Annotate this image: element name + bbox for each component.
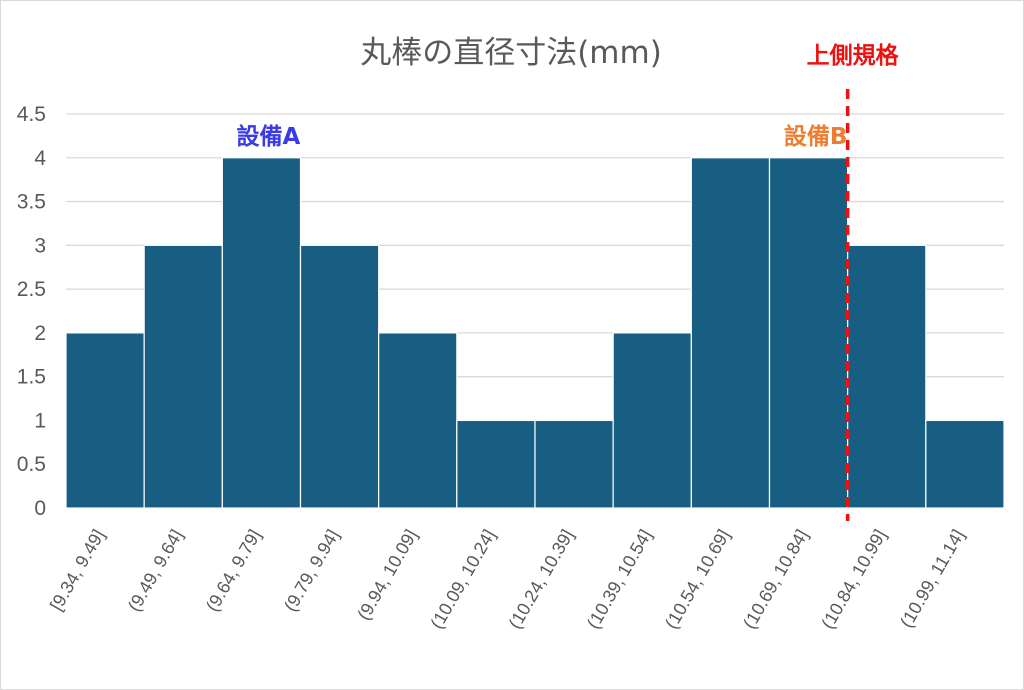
bar [768,157,849,509]
bar [456,419,536,509]
upper-spec-limit: 上側規格 [807,42,900,521]
annotation-machine-b: 設備B [784,123,848,150]
y-tick-label: 0 [34,497,46,520]
y-tick-label: 3 [34,234,46,257]
x-tick-label: (10.24, 10.39] [505,526,578,632]
x-tick-label: (9.64, 9.79] [202,526,265,615]
x-tick-label: (9.49, 9.64] [124,526,187,615]
x-tick-label: (10.39, 10.54] [583,526,656,632]
y-tick-label: 0.5 [17,453,46,476]
annotation-machine-a: 設備A [237,123,301,150]
bars [65,157,1005,509]
x-axis-ticks: [9.34, 9.49] (9.49, 9.64] (9.64, 9.79] (9.7… [46,526,968,632]
y-tick-label: 4.5 [17,103,46,126]
y-axis-ticks: 0 0.5 1 1.5 2 2.5 3 3.5 4 4.5 [17,103,47,520]
y-tick-label: 4 [34,147,46,170]
bar [378,332,458,509]
spec-limit-label: 上側規格 [807,42,900,69]
x-tick-label: [9.34, 9.49] [46,526,108,614]
bar [299,244,380,509]
y-tick-label: 2 [34,322,46,345]
bar [221,157,302,509]
bar [612,332,692,509]
y-tick-label: 2.5 [17,278,46,301]
x-tick-label: (10.84, 10.99] [817,526,890,632]
x-tick-label: (10.09, 10.24] [427,526,500,632]
chart-title: 丸棒の直径寸法(mm) [360,35,662,71]
annotations: 設備A 設備B [237,123,848,150]
bar [847,244,927,509]
x-tick-label: (10.99, 11.14] [896,526,968,631]
x-tick-label: (10.54, 10.69] [661,526,734,632]
bar [925,419,1005,509]
bar [534,419,614,509]
x-tick-label: (9.94, 10.09] [353,526,421,624]
y-tick-label: 1.5 [17,366,46,389]
bar [143,244,223,509]
y-tick-label: 3.5 [17,191,46,214]
y-tick-label: 1 [34,409,46,432]
bar [65,332,145,509]
bar [690,157,771,509]
x-tick-label: (10.69, 10.84] [739,526,812,632]
x-tick-label: (9.79, 9.94] [280,526,343,615]
